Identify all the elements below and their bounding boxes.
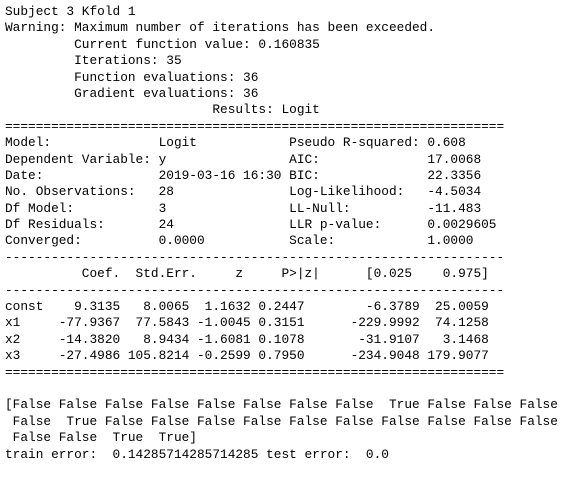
text-line: Results: Logit: [5, 102, 320, 118]
text-line: Model: Logit Pseudo R-squared: 0.608: [5, 135, 466, 151]
text-line: x1 -77.9367 77.5843 -1.0045 0.3151 -229.…: [5, 315, 489, 331]
text-line: Warning: Maximum number of iterations ha…: [5, 20, 436, 36]
text-line: Gradient evaluations: 36: [5, 85, 259, 101]
text-line: x2 -14.3820 8.9434 -1.6081 0.1078 -31.91…: [5, 331, 489, 347]
text-line: ========================================…: [5, 364, 505, 380]
text-line: Coef. Std.Err. z P>|z| [0.025 0.975]: [5, 266, 489, 282]
text-line: False True False False False False False…: [5, 413, 558, 429]
text-line: [False False False False False False Fal…: [5, 397, 558, 413]
text-line: const 9.3135 8.0065 1.1632 0.2447 -6.378…: [5, 299, 489, 315]
text-line: train error: 0.14285714285714285 test er…: [5, 446, 389, 462]
text-line: Function evaluations: 36: [5, 69, 259, 85]
text-line: False False True True]: [5, 430, 197, 446]
text-line: Iterations: 35: [5, 53, 182, 69]
text-line: Converged: 0.0000 Scale: 1.0000: [5, 233, 474, 249]
text-line: Dependent Variable: y AIC: 17.0068: [5, 151, 482, 167]
results-summary: ========================================…: [5, 119, 571, 381]
prediction-output: [False False False False False False Fal…: [5, 397, 571, 463]
text-line: Current function value: 0.160835: [5, 36, 320, 52]
text-line: Df Residuals: 24 LLR p-value: 0.0029605: [5, 217, 497, 233]
text-line: x3 -27.4986 105.8214 -0.2599 0.7950 -234…: [5, 348, 489, 364]
text-line: Date: 2019-03-16 16:30 BIC: 22.3356: [5, 167, 482, 183]
text-line: Df Model: 3 LL-Null: -11.483: [5, 200, 482, 216]
text-line: Subject 3 Kfold 1: [5, 4, 136, 19]
text-line: ----------------------------------------…: [5, 282, 505, 298]
text-line: No. Observations: 28 Log-Likelihood: -4.…: [5, 184, 482, 200]
text-line: ========================================…: [5, 118, 505, 134]
text-line: ----------------------------------------…: [5, 249, 505, 265]
warning-log: Subject 3 Kfold 1 Warning: Maximum number…: [5, 4, 571, 119]
